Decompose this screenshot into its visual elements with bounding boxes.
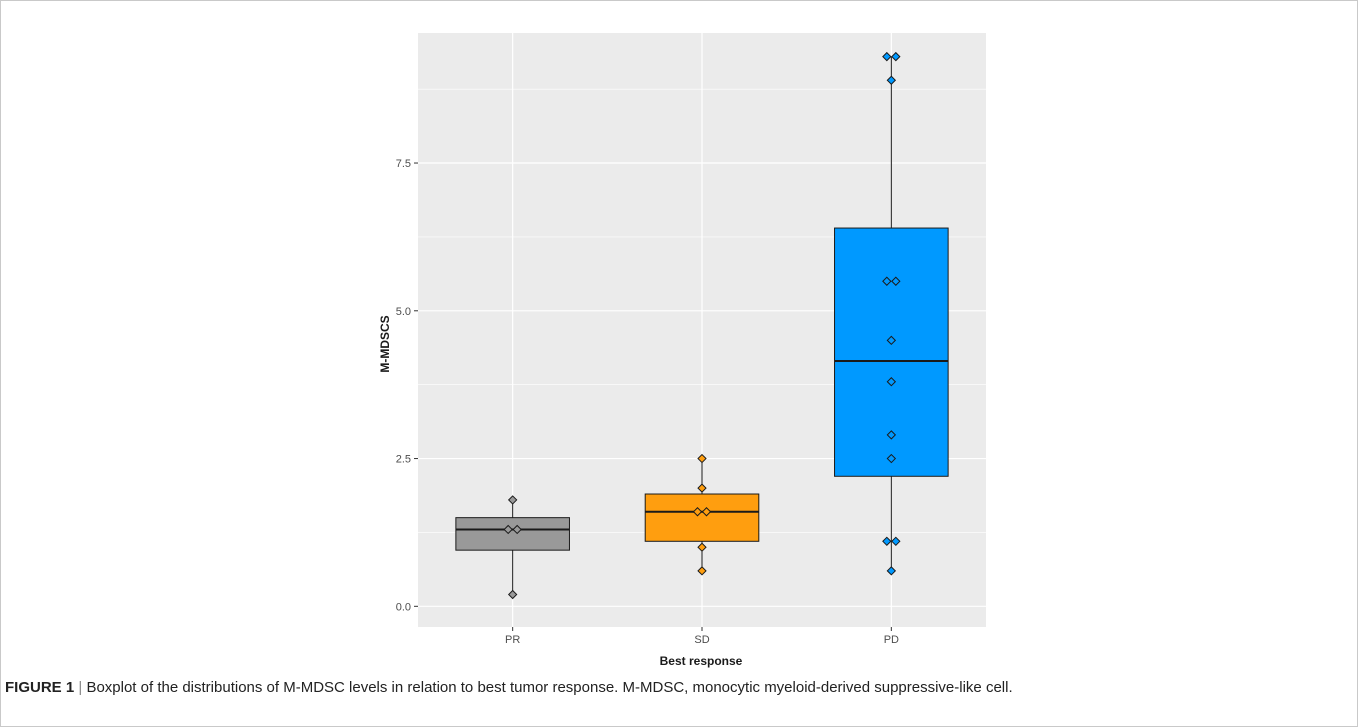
- data-point-sd: [701, 507, 712, 517]
- data-point-sd: [692, 507, 703, 517]
- y-tick-label: 7.5: [396, 158, 411, 170]
- data-point-pd: [886, 566, 897, 576]
- data-point-pd: [886, 75, 897, 85]
- data-point-pd: [886, 453, 897, 464]
- data-point-sd: [697, 542, 707, 552]
- figure-caption: FIGURE 1 | Boxplot of the distributions …: [5, 679, 1350, 696]
- data-point-pd: [891, 276, 901, 286]
- caption-label: FIGURE 1: [5, 679, 75, 696]
- box-pr: [455, 517, 570, 551]
- data-point-pd: [886, 430, 897, 440]
- data-point-pr: [507, 589, 518, 600]
- x-axis-title: Best response: [660, 654, 743, 668]
- caption-text: Boxplot of the distributions of M-MDSC l…: [86, 679, 1013, 696]
- y-axis-title: M-MDSCS: [378, 315, 392, 372]
- y-tick-label: 2.5: [396, 454, 411, 466]
- x-tick-label-pd: PD: [884, 634, 899, 646]
- data-point-pd: [891, 51, 901, 62]
- data-point-sd: [697, 453, 707, 464]
- caption-separator: |: [78, 679, 83, 696]
- data-point-pd: [882, 51, 892, 62]
- data-point-pd: [886, 377, 897, 387]
- data-point-pr: [503, 524, 513, 535]
- data-point-pr: [512, 524, 522, 535]
- data-point-pd: [882, 276, 892, 286]
- box-sd: [644, 493, 760, 542]
- x-tick-label-sd: SD: [694, 634, 709, 646]
- data-point-sd: [697, 483, 707, 493]
- data-point-sd: [697, 566, 707, 576]
- data-point-pd: [886, 335, 897, 346]
- data-point-pr: [507, 495, 518, 505]
- y-tick-label: 5.0: [396, 306, 411, 318]
- data-point-pd: [882, 536, 892, 547]
- x-tick-label-pr: PR: [505, 634, 520, 646]
- y-tick-label: 0.0: [396, 601, 411, 613]
- data-point-pd: [891, 536, 901, 547]
